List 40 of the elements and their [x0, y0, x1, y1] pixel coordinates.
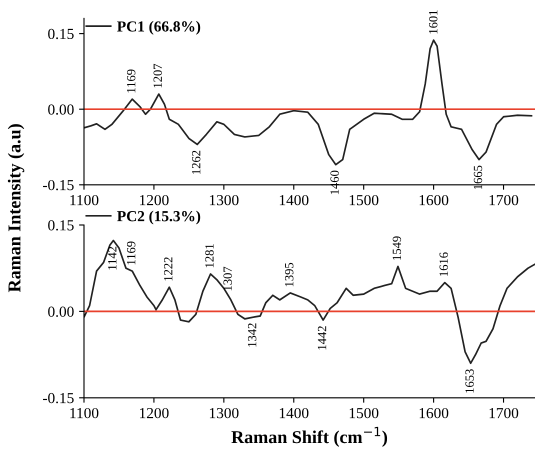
annotation: 1549	[392, 236, 402, 260]
x-tick-label: 1500	[350, 194, 378, 206]
annotation: 1342	[248, 323, 256, 347]
annotation: 1601	[429, 10, 438, 34]
x-tick-label: 1300	[210, 408, 239, 418]
x-tick-label: 1600	[420, 194, 448, 206]
x-tick-label: 1100	[70, 408, 98, 418]
y-tick-label: 0.15	[48, 220, 74, 231]
x-tick-label: 1300	[210, 194, 239, 206]
y-tick-label: 0.00	[48, 306, 74, 317]
y-tick-label: -0.15	[43, 392, 74, 404]
annotation: 1653	[465, 369, 474, 393]
x-tick-label: 1700	[490, 194, 518, 206]
annotation: 1142	[108, 246, 116, 270]
annotation: 1281	[205, 244, 214, 268]
x-axis-title: Raman Shift (cm$^{−1}$)	[231, 426, 388, 447]
x-tick-label: 1400	[280, 408, 308, 418]
annotation: 1307	[223, 266, 232, 290]
annotation: 1442	[318, 326, 326, 350]
annotation: 1262	[192, 150, 200, 174]
annotation: 1169	[126, 241, 136, 264]
legend-label: PC2 (15.3%)	[117, 210, 200, 224]
x-tick-label: 1200	[140, 194, 169, 206]
x-tick-label: 1600	[420, 408, 448, 418]
annotation: 1616	[440, 252, 448, 276]
x-tick-label: 1500	[350, 408, 378, 418]
x-tick-label: 1100	[70, 194, 98, 206]
y-axis-title: Raman Intensity (a.u)	[8, 124, 24, 292]
annotation: 1395	[284, 262, 294, 286]
x-tick-label: 1200	[140, 408, 169, 418]
x-tick-label: 1400	[280, 194, 308, 206]
y-tick-label: -0.15	[43, 180, 74, 190]
annotation: 1207	[154, 64, 162, 88]
annotation: 1665	[474, 166, 482, 190]
y-tick-label: 0.15	[48, 28, 74, 40]
y-tick-label: 0.00	[48, 104, 74, 115]
x-tick-label: 1700	[490, 408, 518, 418]
annotation: 1169	[126, 70, 136, 92]
legend-label: PC1 (66.8%)	[117, 20, 200, 35]
annotation: 1222	[164, 257, 172, 281]
